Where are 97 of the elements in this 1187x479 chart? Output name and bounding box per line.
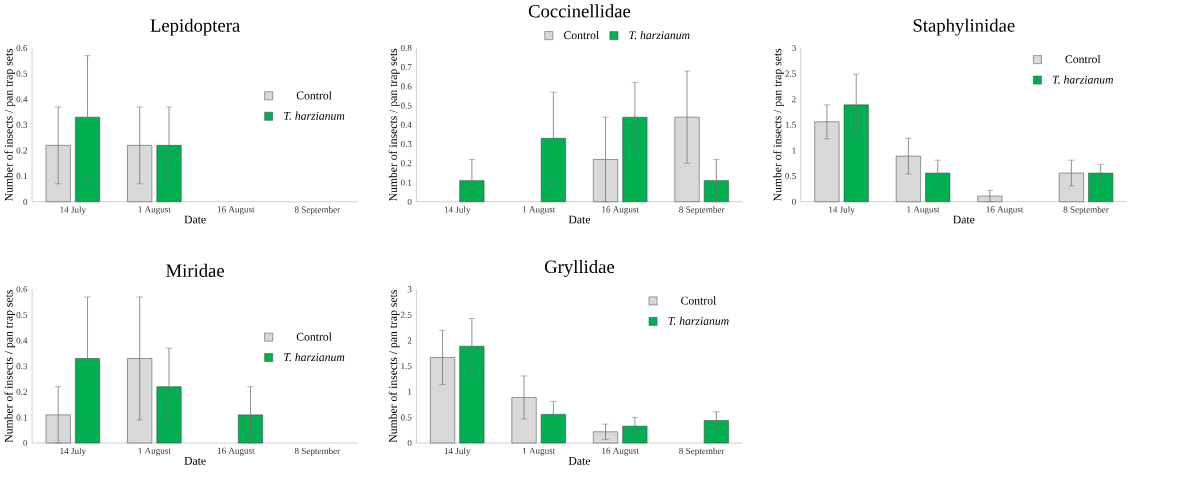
x-tick-label: 8 September [294,447,341,456]
y-tick-label: 1 [408,388,412,395]
y-tick-label: 0.5 [16,311,28,318]
y-tick-label: 0.6 [16,286,28,293]
x-axis-title: Date [953,215,975,224]
y-tick-label: 0.3 [16,121,28,128]
y-tick-label: 0.5 [400,102,412,109]
bar [895,155,921,202]
bar [925,172,951,202]
legend-label: Control [1065,54,1101,64]
bar [1058,172,1084,202]
x-axis-title: Date [184,456,206,465]
x-tick-label: 16 August [602,206,639,215]
y-tick-label: 0.8 [400,44,412,52]
bar [511,397,537,444]
y-axis-title: Number of insects / pan trap sets [773,48,784,202]
x-tick-label: 16 August [602,447,639,456]
bar [977,195,1003,202]
x-tick-label: 8 September [294,206,341,215]
y-tick-label: 0.3 [16,363,28,370]
y-tick-label: 3 [407,286,412,293]
legend-label: Control [296,91,332,100]
y-tick-label: 2.5 [400,311,412,318]
y-tick-label: 2 [407,337,412,344]
x-tick-label: 14 July [60,206,87,215]
bar [459,345,485,444]
legend-label: T. harzianum [668,316,729,325]
y-tick-label: 0 [407,198,412,205]
chart-title: Coccinellidae [528,4,631,18]
x-axis-title: Date [568,215,591,224]
x-tick-label: 16 August [217,206,255,215]
legend-label: T. harzianum [629,30,690,40]
bar [843,104,869,202]
y-axis-title: Number of insects / pan trap sets [4,290,16,443]
y-tick-label: 0.5 [400,414,412,421]
x-tick-label: 8 September [1063,206,1109,215]
x-tick-label: 14 July [60,447,87,456]
y-tick-label: 0.1 [400,179,412,186]
y-tick-label: 0.1 [16,173,27,180]
y-tick-label: 0.4 [16,96,28,103]
bar [430,357,456,444]
x-tick-label: 1 August [138,206,171,215]
bar [540,414,566,444]
y-tick-label: 0.4 [16,337,28,344]
y-tick-label: 0.6 [400,83,412,90]
chart-title: Gryllidae [544,259,615,277]
y-axis-title: Number of insects / pan trap sets [388,290,400,443]
y-tick-label: 0.2 [16,147,28,154]
x-axis-title: Date [184,215,206,224]
bar [703,420,729,444]
y-tick-label: 0.5 [16,70,28,77]
y-tick-label: 0.3 [400,140,412,148]
x-tick-label: 14 July [829,206,855,215]
y-tick-label: 2.5 [785,70,796,77]
x-tick-label: 14 July [444,206,471,215]
y-tick-label: 0.2 [16,388,28,395]
y-tick-label: 0 [407,439,412,447]
legend-label: Control [296,332,332,341]
y-tick-label: 0.6 [16,44,28,52]
legend-label: T. harzianum [1052,75,1114,84]
bar [622,425,648,444]
y-tick-label: 0.5 [785,173,796,180]
y-tick-label: 0.4 [400,121,412,128]
x-tick-label: 1 August [907,206,940,215]
y-tick-label: 2 [792,96,796,103]
x-tick-label: 14 July [444,447,471,456]
y-tick-label: 1.5 [785,121,796,128]
x-tick-label: 1 August [522,206,556,215]
bar [814,121,840,202]
x-axis-title: Date [568,456,591,465]
x-tick-label: 8 September [679,206,725,215]
x-tick-label: 1 August [138,447,171,456]
chart-title: Lepidoptera [150,18,240,36]
bar [1088,172,1114,202]
legend-label: Control [681,296,717,305]
y-tick-label: 0.1 [16,414,27,421]
legend-label: Control [564,30,599,40]
x-tick-label: 1 August [522,447,556,456]
bar [622,116,648,202]
bar [593,431,619,444]
x-tick-label: 16 August [217,447,255,456]
legend-label: T. harzianum [284,352,345,362]
y-tick-label: 0 [23,198,28,205]
legend-label: T. harzianum [284,111,345,120]
x-tick-label: 16 August [986,206,1024,215]
x-tick-label: 8 September [679,447,725,456]
y-tick-label: 0 [792,198,796,205]
y-tick-label: 1.5 [401,363,412,370]
y-tick-label: 3 [792,44,796,52]
y-tick-label: 1 [792,147,796,154]
y-axis-title: Number of insects / pan trap sets [4,48,16,202]
y-axis-title: Number of insects / pan trap sets [388,48,400,202]
y-tick-label: 0.7 [400,64,412,71]
chart-title: Staphylinidae [913,18,1015,36]
chart-title: Miridae [166,263,225,277]
y-tick-label: 0 [23,439,28,447]
y-tick-label: 0.2 [400,160,412,167]
